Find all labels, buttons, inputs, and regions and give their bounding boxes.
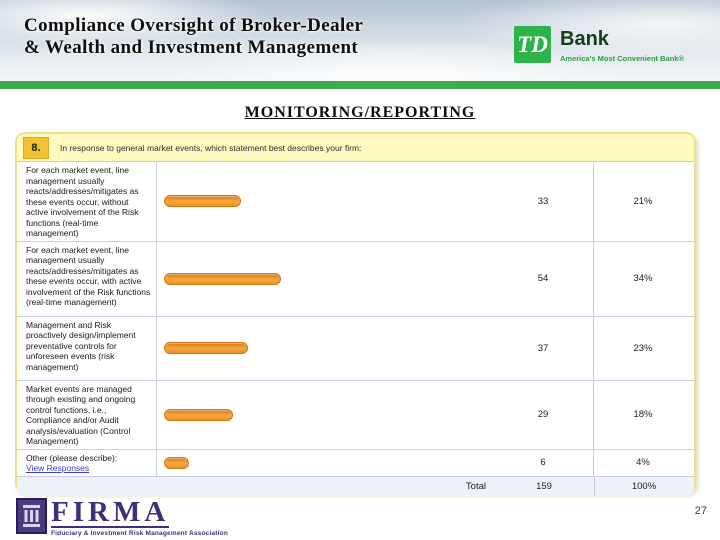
answer-label: For each market event, line management u… [26,165,139,238]
slide-title-line1: Compliance Oversight of Broker-Dealer [24,15,364,36]
answer-label: Other (please describe): [26,452,118,463]
response-bar [164,272,281,285]
td-bank-logo: TD Bank America's Most Convenient Bank® [514,26,684,63]
question-row: 8. In response to general market events,… [17,134,694,162]
survey-row: Market events are managed through existi… [17,379,694,449]
answer-label: Market events are managed through existi… [26,383,136,447]
response-percent: 21% [593,162,692,241]
response-percent: 34% [593,241,692,316]
response-count: 29 [537,409,549,420]
answer-label: For each market event, line management u… [26,244,151,308]
survey-row: Other (please describe): View Responses 6… [17,448,694,476]
total-percent: 100% [594,476,693,496]
section-heading: MONITORING/REPORTING [244,104,476,121]
firma-tagline: Fiduciary & Investment Risk Management A… [51,530,228,537]
response-percent: 23% [593,316,692,380]
total-count: 159 [536,480,552,492]
firma-logo-text: FIRMA Fiduciary & Investment Risk Manage… [51,498,228,537]
bar-cell [157,162,493,241]
answer-text: Market events are managed through existi… [17,380,157,449]
response-count: 54 [537,273,549,284]
survey-row: Management and Risk proactively design/i… [17,315,694,380]
response-bar [164,408,233,421]
survey-results-table: 8. In response to general market events,… [15,132,696,496]
answer-text: Management and Risk proactively design/i… [17,316,157,380]
question-number: 8. [23,136,49,159]
td-logo-text: Bank America's Most Convenient Bank® [560,26,684,63]
question-text: In response to general market events, wh… [60,142,362,153]
answer-text: For each market event, line management u… [17,162,157,241]
response-bar [164,342,248,354]
td-bank-tagline: America's Most Convenient Bank® [560,54,685,63]
firma-column-icon [16,498,47,534]
answer-text: For each market event, line management u… [17,241,157,316]
response-count: 37 [537,342,549,354]
response-count: 33 [537,195,549,207]
survey-row: For each market event, line management u… [17,162,694,241]
answer-label: Management and Risk proactively design/i… [26,319,136,372]
slide-title: Compliance Oversight of Broker-Dealer & … [24,15,363,59]
firma-wordmark: FIRMA [51,496,170,528]
bar-cell [157,450,493,476]
answer-text: Other (please describe): View Responses [17,449,157,476]
header-banner: Compliance Oversight of Broker-Dealer & … [0,0,720,81]
td-logo-icon: TD [514,26,551,63]
response-percent: 4% [593,449,692,476]
page-number: 27 [694,505,707,517]
bar-cell [157,317,493,380]
total-label: Total [465,480,486,492]
view-responses-link[interactable]: View Responses [26,463,90,473]
total-row: Total 159 100% [17,475,694,496]
survey-rows: For each market event, line management u… [17,162,694,476]
survey-row: For each market event, line management u… [17,240,694,316]
response-count: 6 [540,457,546,468]
firma-logo: FIRMA Fiduciary & Investment Risk Manage… [16,498,228,537]
response-bar [164,195,241,208]
response-bar [164,456,189,469]
header-divider-bar [0,81,720,89]
response-percent: 18% [593,380,692,449]
bar-cell [157,381,493,449]
slide-title-line2: & Wealth and Investment Management [24,37,359,58]
bar-cell [157,242,493,316]
td-bank-wordmark: Bank [560,28,609,50]
